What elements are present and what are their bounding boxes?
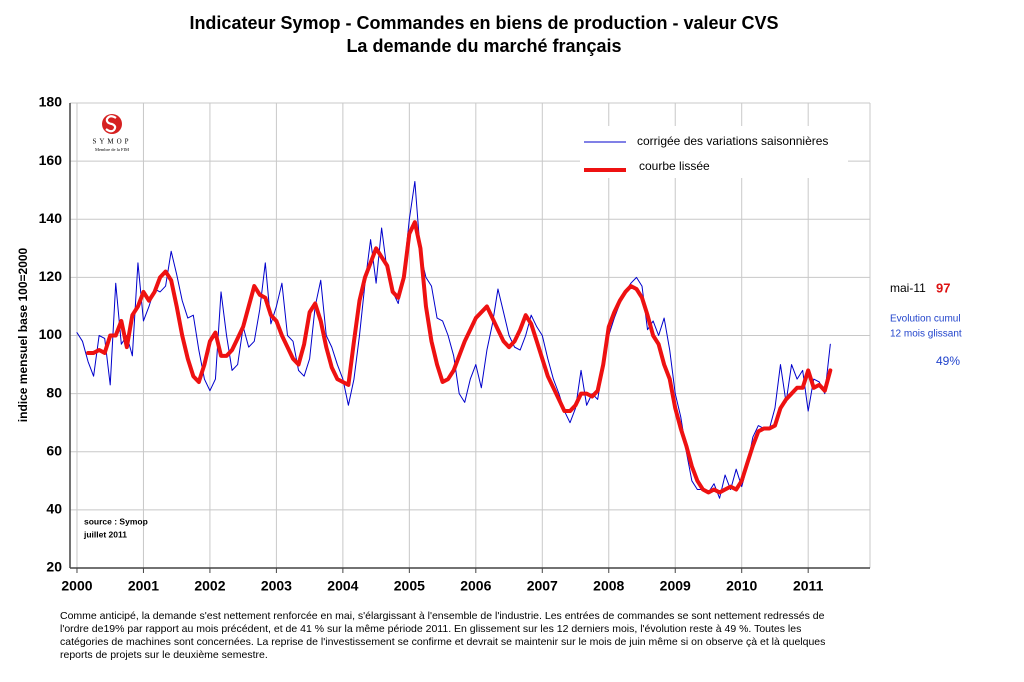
x-tick-label: 2001	[128, 578, 159, 594]
footnote: Comme anticipé, la demande s'est netteme…	[60, 610, 960, 662]
chart-title: Indicateur Symop - Commandes en biens de…	[189, 13, 778, 33]
annotation-label: mai-11	[890, 281, 926, 295]
footnote-line: catégories de machines sont concernées. …	[60, 636, 826, 648]
evolution-value: 49%	[936, 354, 960, 368]
x-tick-label: 2006	[460, 578, 491, 594]
logo-s	[105, 115, 117, 133]
logo: SYMOP Membre de la FIM	[92, 114, 131, 152]
x-tick-label: 2005	[394, 578, 425, 594]
x-tick-label: 2008	[593, 578, 624, 594]
y-axis-label: indice mensuel base 100=2000	[16, 247, 30, 422]
x-tick-label: 2000	[61, 578, 92, 594]
series-line	[86, 220, 833, 495]
y-tick-label: 100	[39, 326, 63, 342]
x-tick-label: 2003	[261, 578, 292, 594]
footnote-line: l'ordre de19% par rapport au mois précéd…	[60, 623, 802, 635]
logo-name: SYMOP	[92, 138, 131, 146]
annotation-text: Evolution cumul	[890, 314, 961, 325]
x-tick-label: 2002	[194, 578, 225, 594]
y-tick-label: 140	[39, 210, 63, 226]
chart-title: La demande du marché français	[346, 36, 621, 56]
x-tick-label: 2007	[527, 578, 558, 594]
y-tick-label: 20	[46, 559, 62, 575]
source: juillet 2011	[83, 529, 127, 539]
legend-label: corrigée des variations saisonnières	[637, 134, 828, 148]
annotation-value: 97	[936, 280, 950, 295]
x-tick-label: 2009	[660, 578, 691, 594]
grid: 20 40 60 80 100 120 140 160 180 2000 2001 2002 2003 2…	[39, 94, 871, 594]
y-tick-label: 120	[39, 268, 63, 284]
x-tick-label: 2010	[726, 578, 757, 594]
chart: Indicateur Symop - Commandes en biens de…	[16, 13, 962, 594]
x-tick-label: 2004	[327, 578, 358, 594]
y-tick-label: 40	[46, 501, 62, 517]
y-tick-label: 60	[46, 442, 62, 458]
lines	[76, 180, 833, 499]
source: source : Symop	[84, 516, 148, 526]
footnote-line: reports de projets sur le deuxième semes…	[60, 649, 268, 661]
legend-label: courbe lissée	[639, 159, 710, 173]
annotation-text: 12 mois glissant	[890, 329, 962, 340]
x-tick-label: 2011	[793, 578, 824, 594]
y-tick-label: 80	[46, 384, 62, 400]
series-line	[76, 180, 831, 499]
y-tick-label: 180	[39, 94, 63, 110]
logo-subtitle: Membre de la FIM	[95, 147, 129, 152]
legend: corrigée des variations saisonnières cour…	[584, 134, 828, 173]
y-tick-label: 160	[39, 152, 63, 168]
footnote-line: Comme anticipé, la demande s'est netteme…	[60, 610, 825, 622]
